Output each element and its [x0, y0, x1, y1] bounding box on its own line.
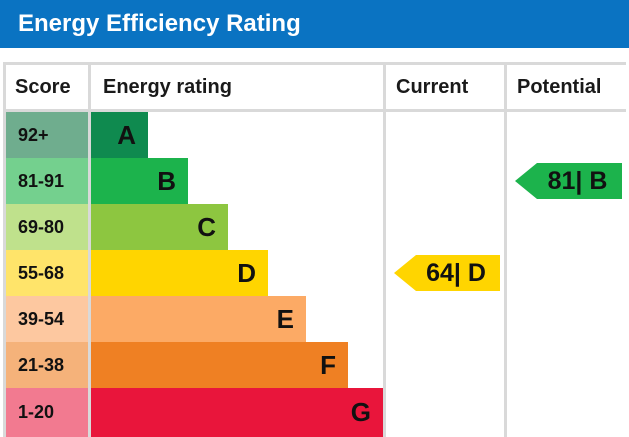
energy-rating-header: Energy rating: [103, 76, 232, 98]
score-band-d: 55-68: [6, 250, 88, 296]
current-rating-arrow: 64| D: [394, 255, 500, 291]
rating-table: Score Energy rating Current Potential 92…: [3, 62, 626, 437]
rating-header-cell: Energy rating: [91, 65, 383, 109]
score-header: Score: [15, 76, 71, 98]
score-band-f: 21-38: [6, 342, 88, 388]
score-header-cell: Score: [6, 65, 88, 109]
potential-header: Potential: [517, 76, 602, 98]
potential-rating-arrow: 81| B: [515, 163, 622, 199]
score-band-e: 39-54: [6, 296, 88, 342]
rating-bar-b: B: [91, 158, 188, 204]
page-title: Energy Efficiency Rating: [0, 0, 629, 48]
potential-rating-label: 81| B: [547, 166, 608, 195]
rating-bar-c: C: [91, 204, 228, 250]
current-header-cell: Current: [386, 65, 504, 109]
rating-bar-e: E: [91, 296, 306, 342]
score-band-g: 1-20: [6, 388, 88, 437]
potential-column: [507, 112, 626, 437]
rating-bar-f: F: [91, 342, 348, 388]
rating-bar-a: A: [91, 112, 148, 158]
score-band-a: 92+: [6, 112, 88, 158]
current-rating-label: 64| D: [426, 258, 486, 287]
rating-bar-g: G: [91, 388, 383, 437]
current-header: Current: [396, 76, 469, 98]
score-band-c: 69-80: [6, 204, 88, 250]
score-band-b: 81-91: [6, 158, 88, 204]
rating-bar-d: D: [91, 250, 268, 296]
potential-header-cell: Potential: [507, 65, 626, 109]
